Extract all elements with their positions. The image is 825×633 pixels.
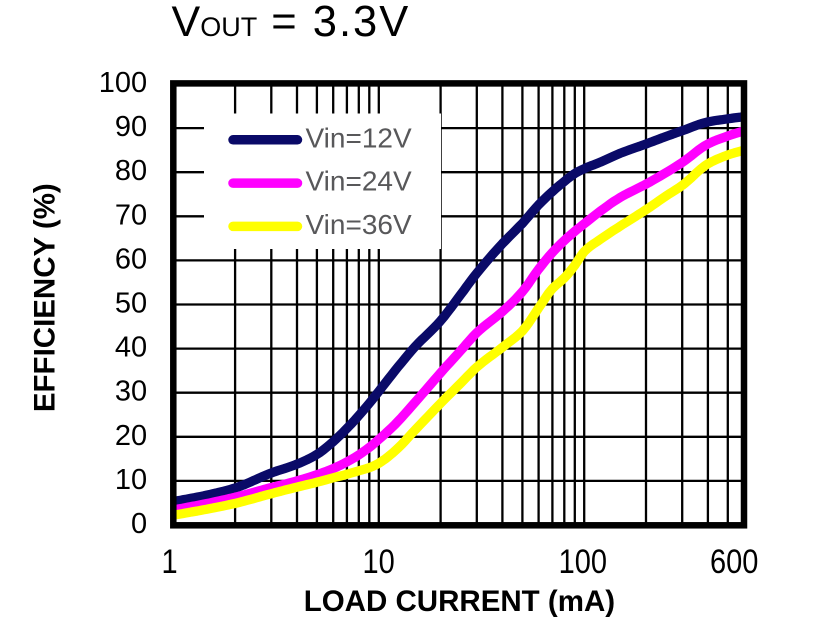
svg-text:Vin=36V: Vin=36V: [306, 209, 412, 240]
svg-text:30: 30: [115, 376, 147, 408]
svg-text:LOAD CURRENT (mA): LOAD CURRENT (mA): [304, 585, 615, 618]
svg-text:10: 10: [115, 464, 147, 496]
svg-text:Vin=24V: Vin=24V: [306, 166, 412, 197]
svg-text:100: 100: [99, 67, 147, 99]
svg-text:VOUT = 3.3V: VOUT = 3.3V: [172, 0, 411, 46]
svg-text:60: 60: [115, 243, 147, 275]
svg-text:40: 40: [115, 332, 147, 364]
svg-text:70: 70: [115, 199, 147, 231]
svg-text:1: 1: [161, 542, 177, 581]
svg-text:20: 20: [115, 420, 147, 452]
svg-text:0: 0: [131, 508, 147, 540]
svg-text:600: 600: [710, 542, 758, 581]
svg-text:90: 90: [115, 111, 147, 143]
svg-text:100: 100: [559, 542, 607, 581]
svg-text:10: 10: [362, 542, 394, 581]
svg-text:80: 80: [115, 155, 147, 187]
svg-text:EFFICIENCY (%): EFFICIENCY (%): [29, 183, 62, 412]
svg-text:50: 50: [115, 288, 147, 320]
svg-text:Vin=12V: Vin=12V: [306, 122, 412, 153]
